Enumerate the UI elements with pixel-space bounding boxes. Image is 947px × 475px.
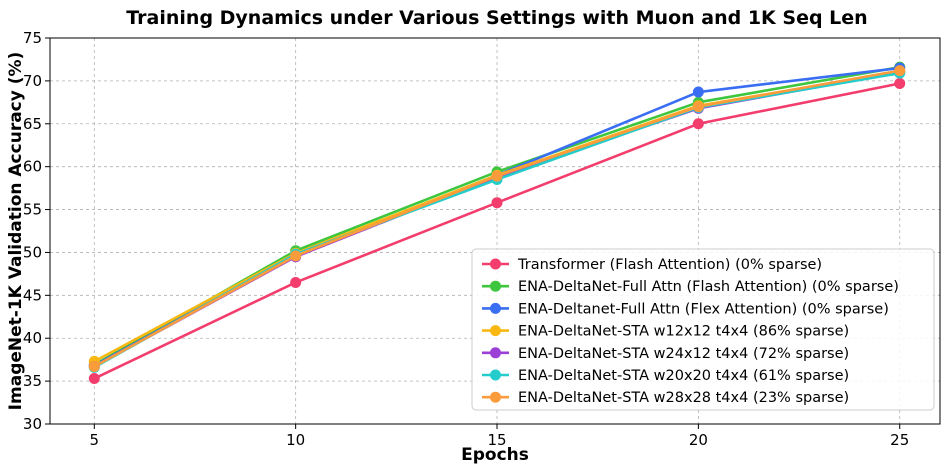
data-point — [290, 276, 302, 288]
y-tick-label: 40 — [23, 329, 42, 347]
legend-label: Transformer (Flash Attention) (0% sparse… — [517, 257, 822, 273]
x-tick-label: 15 — [487, 431, 506, 449]
data-point — [692, 86, 704, 98]
series-group — [88, 61, 906, 385]
x-axis: 5 10 15 20 25 — [90, 424, 909, 449]
data-point — [894, 65, 906, 77]
legend-item: Transformer (Flash Attention) (0% sparse… — [482, 257, 822, 273]
x-tick-label: 5 — [90, 431, 100, 449]
data-point — [88, 373, 100, 385]
data-point — [692, 118, 704, 130]
legend-label: ENA-DeltaNet-STA w28x28 t4x4 (23% sparse… — [518, 390, 849, 406]
y-tick-label: 70 — [23, 72, 42, 90]
y-tick-label: 30 — [23, 415, 42, 433]
legend-box — [471, 248, 935, 411]
legend-label: ENA-DeltaNet-STA w24x12 t4x4 (72% sparse… — [518, 346, 849, 362]
y-tick-label: 55 — [23, 201, 42, 219]
y-axis: 30 35 40 45 50 55 60 65 70 75 — [23, 29, 50, 433]
data-point — [894, 77, 906, 89]
y-tick-label: 75 — [23, 29, 42, 47]
legend-item: ENA-DeltaNet-STA w24x12 t4x4 (72% sparse… — [482, 346, 849, 362]
x-tick-label: 10 — [286, 431, 305, 449]
chart-title: Training Dynamics under Various Settings… — [126, 7, 867, 29]
legend-label: ENA-DeltaNet-Full Attn (Flash Attention)… — [518, 279, 899, 295]
legend-marker — [490, 302, 501, 314]
y-tick-label: 35 — [23, 372, 42, 390]
plot-area-frame — [49, 37, 941, 425]
legend-item: ENA-Deltanet-Full Attn (Flex Attention) … — [482, 301, 889, 317]
data-point — [491, 197, 503, 209]
legend-marker — [490, 391, 501, 403]
legend-marker — [490, 369, 501, 381]
legend-label: ENA-DeltaNet-STA w20x20 t4x4 (61% sparse… — [518, 368, 849, 384]
x-axis-label: Epochs — [461, 445, 529, 465]
data-point — [290, 250, 302, 262]
y-axis-label: ImageNet-1K Validation Accuracy (%) — [6, 52, 26, 411]
legend-item: ENA-DeltaNet-STA w28x28 t4x4 (23% sparse… — [482, 390, 849, 406]
data-point — [491, 170, 503, 182]
legend-marker — [490, 347, 501, 359]
legend-label: ENA-DeltaNet-STA w12x12 t4x4 (86% sparse… — [518, 324, 849, 340]
legend-item: ENA-DeltaNet-STA w12x12 t4x4 (86% sparse… — [482, 324, 849, 340]
data-point — [88, 361, 100, 373]
x-tick-label: 20 — [689, 431, 708, 449]
legend-item: ENA-DeltaNet-STA w20x20 t4x4 (61% sparse… — [482, 368, 849, 384]
series-7 — [88, 65, 906, 373]
series-1 — [88, 77, 906, 385]
y-tick-label: 60 — [23, 158, 42, 176]
data-point — [692, 101, 704, 113]
x-tick-label: 25 — [890, 431, 909, 449]
legend-marker — [490, 325, 501, 337]
legend-marker — [490, 258, 501, 270]
legend-marker — [490, 280, 501, 292]
y-tick-label: 50 — [23, 243, 42, 261]
legend-item: ENA-DeltaNet-Full Attn (Flash Attention)… — [482, 279, 899, 295]
y-tick-label: 65 — [23, 115, 42, 133]
legend-label: ENA-Deltanet-Full Attn (Flex Attention) … — [518, 301, 889, 317]
y-tick-label: 45 — [23, 286, 42, 304]
legend: Transformer (Flash Attention) (0% sparse… — [471, 248, 935, 411]
